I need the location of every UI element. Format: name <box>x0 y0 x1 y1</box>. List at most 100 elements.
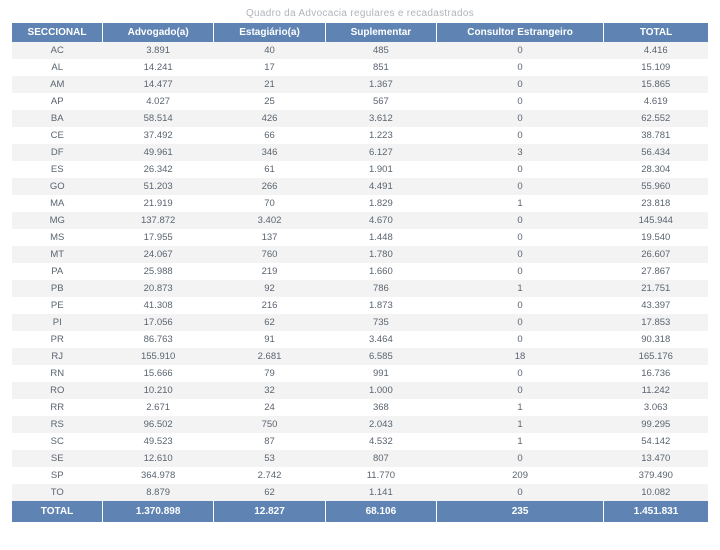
table-cell: 26.342 <box>102 161 213 178</box>
table-cell: AP <box>12 93 102 110</box>
data-table: SECCIONALAdvogado(a)Estagiário(a)Supleme… <box>12 23 708 522</box>
table-cell: 15.109 <box>604 59 708 76</box>
table-cell: RO <box>12 382 102 399</box>
table-cell: 91 <box>214 331 325 348</box>
table-cell: PE <box>12 297 102 314</box>
table-title: Quadro da Advocacia regulares e recadast… <box>12 8 708 19</box>
table-cell: 760 <box>214 246 325 263</box>
table-cell: 61 <box>214 161 325 178</box>
column-header: TOTAL <box>604 23 708 42</box>
table-cell: BA <box>12 110 102 127</box>
table-cell: 25 <box>214 93 325 110</box>
table-row: DF49.9613466.127356.434 <box>12 144 708 161</box>
table-cell: 32 <box>214 382 325 399</box>
table-row: AP4.0272556704.619 <box>12 93 708 110</box>
table-cell: 11.242 <box>604 382 708 399</box>
table-cell: 51.203 <box>102 178 213 195</box>
table-cell: 137 <box>214 229 325 246</box>
table-cell: 0 <box>437 229 604 246</box>
table-cell: 24.067 <box>102 246 213 263</box>
table-cell: 17.853 <box>604 314 708 331</box>
table-cell: 18 <box>437 348 604 365</box>
table-cell: 991 <box>325 365 436 382</box>
table-cell: 21.919 <box>102 195 213 212</box>
column-header: Advogado(a) <box>102 23 213 42</box>
table-body: AC3.8914048504.416AL14.24117851015.109AM… <box>12 42 708 501</box>
table-row: AL14.24117851015.109 <box>12 59 708 76</box>
table-cell: 368 <box>325 399 436 416</box>
table-cell: PA <box>12 263 102 280</box>
table-row: RO10.210321.000011.242 <box>12 382 708 399</box>
table-cell: 62 <box>214 484 325 501</box>
table-cell: 13.470 <box>604 450 708 467</box>
footer-cell: 1.451.831 <box>604 501 708 522</box>
table-cell: 0 <box>437 365 604 382</box>
table-cell: 70 <box>214 195 325 212</box>
table-cell: 0 <box>437 212 604 229</box>
table-row: MA21.919701.829123.818 <box>12 195 708 212</box>
table-row: GO51.2032664.491055.960 <box>12 178 708 195</box>
table-cell: 24 <box>214 399 325 416</box>
table-row: PB20.87392786121.751 <box>12 280 708 297</box>
table-cell: 1.000 <box>325 382 436 399</box>
table-cell: 0 <box>437 484 604 501</box>
table-cell: RN <box>12 365 102 382</box>
table-cell: 6.585 <box>325 348 436 365</box>
table-cell: ES <box>12 161 102 178</box>
column-header: Estagiário(a) <box>214 23 325 42</box>
table-header: SECCIONALAdvogado(a)Estagiário(a)Supleme… <box>12 23 708 42</box>
table-cell: SC <box>12 433 102 450</box>
table-cell: 2.671 <box>102 399 213 416</box>
table-cell: 266 <box>214 178 325 195</box>
table-cell: 137.872 <box>102 212 213 229</box>
table-cell: 3.063 <box>604 399 708 416</box>
table-cell: MS <box>12 229 102 246</box>
table-cell: 165.176 <box>604 348 708 365</box>
table-cell: 15.865 <box>604 76 708 93</box>
table-cell: 0 <box>437 246 604 263</box>
table-cell: 145.944 <box>604 212 708 229</box>
table-cell: 2.043 <box>325 416 436 433</box>
table-cell: 54.142 <box>604 433 708 450</box>
table-cell: 10.082 <box>604 484 708 501</box>
table-row: PA25.9882191.660027.867 <box>12 263 708 280</box>
table-cell: 1 <box>437 399 604 416</box>
table-cell: 6.127 <box>325 144 436 161</box>
table-row: RJ155.9102.6816.58518165.176 <box>12 348 708 365</box>
column-header: Suplementar <box>325 23 436 42</box>
table-cell: AC <box>12 42 102 59</box>
table-cell: 79 <box>214 365 325 382</box>
footer-cell: 235 <box>437 501 604 522</box>
table-cell: RR <box>12 399 102 416</box>
table-row: MG137.8723.4024.6700145.944 <box>12 212 708 229</box>
table-cell: 4.670 <box>325 212 436 229</box>
table-row: AC3.8914048504.416 <box>12 42 708 59</box>
table-cell: 346 <box>214 144 325 161</box>
table-cell: 1.829 <box>325 195 436 212</box>
table-cell: 8.879 <box>102 484 213 501</box>
table-cell: MA <box>12 195 102 212</box>
table-cell: 1.873 <box>325 297 436 314</box>
table-cell: 485 <box>325 42 436 59</box>
table-cell: 10.210 <box>102 382 213 399</box>
table-row: MS17.9551371.448019.540 <box>12 229 708 246</box>
table-cell: MT <box>12 246 102 263</box>
table-cell: 4.027 <box>102 93 213 110</box>
table-row: PI17.05662735017.853 <box>12 314 708 331</box>
table-cell: RS <box>12 416 102 433</box>
table-cell: 750 <box>214 416 325 433</box>
table-cell: SP <box>12 467 102 484</box>
table-cell: 23.818 <box>604 195 708 212</box>
table-cell: 0 <box>437 263 604 280</box>
table-row: RS96.5027502.043199.295 <box>12 416 708 433</box>
table-cell: 0 <box>437 110 604 127</box>
table-row: PR86.763913.464090.318 <box>12 331 708 348</box>
table-cell: AL <box>12 59 102 76</box>
table-cell: 17.056 <box>102 314 213 331</box>
table-cell: DF <box>12 144 102 161</box>
table-cell: 1 <box>437 280 604 297</box>
table-cell: 4.532 <box>325 433 436 450</box>
table-cell: 0 <box>437 127 604 144</box>
table-cell: 96.502 <box>102 416 213 433</box>
table-cell: 1 <box>437 195 604 212</box>
